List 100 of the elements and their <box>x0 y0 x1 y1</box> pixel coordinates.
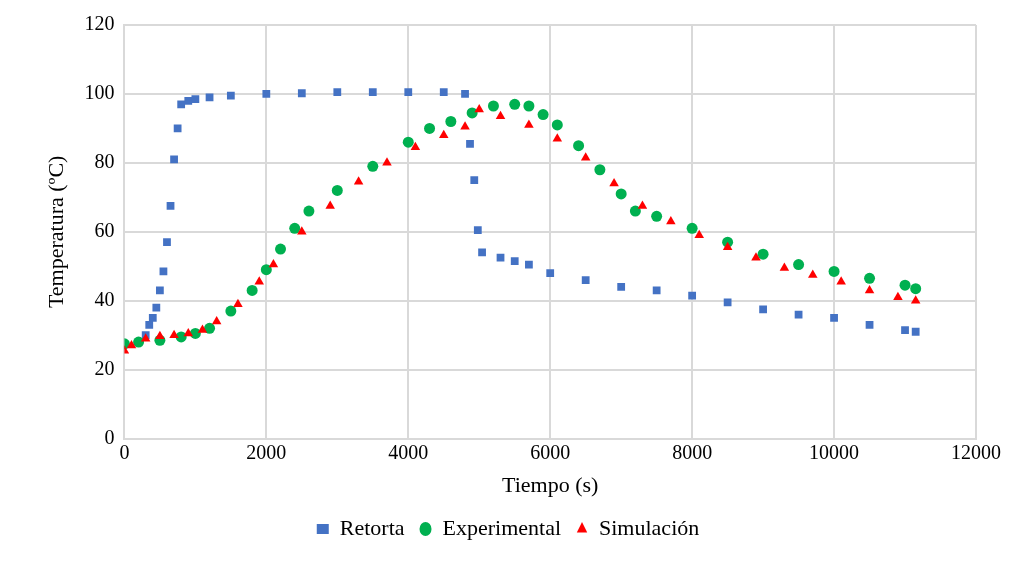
point <box>333 88 342 97</box>
point <box>152 303 161 312</box>
point <box>836 276 846 285</box>
point <box>523 100 535 112</box>
x-tick-label: 6000 <box>530 440 571 463</box>
point <box>260 264 272 276</box>
point <box>525 260 533 269</box>
point <box>666 215 676 225</box>
x-tick-label: 8000 <box>672 440 713 463</box>
point <box>830 314 838 322</box>
point <box>651 210 663 222</box>
point <box>204 322 216 334</box>
y-tick-label: 80 <box>94 150 115 173</box>
point <box>331 184 343 196</box>
point <box>183 327 194 337</box>
point <box>911 327 920 336</box>
point <box>368 88 377 97</box>
point <box>546 269 555 278</box>
y-tick-label: 40 <box>94 287 115 310</box>
point <box>205 93 214 102</box>
point <box>439 88 448 97</box>
point <box>145 320 154 329</box>
point <box>686 222 698 234</box>
point <box>246 284 258 296</box>
point <box>808 269 818 278</box>
point <box>155 286 164 295</box>
y-tick-label: 20 <box>94 356 115 379</box>
x-tick-label: 4000 <box>388 440 429 463</box>
point <box>828 265 840 277</box>
point <box>901 326 909 334</box>
x-axis-title: Tiempo (s) <box>502 471 599 497</box>
point <box>495 110 506 120</box>
point <box>779 262 790 271</box>
point <box>723 298 732 307</box>
point <box>460 121 470 130</box>
point <box>580 152 591 161</box>
point <box>148 314 157 322</box>
y-tick-label: 0 <box>104 425 115 448</box>
point <box>509 98 521 110</box>
legend-label: Experimental <box>442 514 562 540</box>
point <box>367 160 379 172</box>
point <box>487 100 499 112</box>
point <box>474 103 484 113</box>
x-tick-label: 0 <box>119 440 130 463</box>
point <box>609 178 619 187</box>
point <box>573 140 585 152</box>
point <box>289 222 301 234</box>
legend-label: Retorta <box>339 514 405 540</box>
point <box>910 295 921 304</box>
point <box>402 136 414 148</box>
point <box>170 155 178 164</box>
point <box>461 90 469 98</box>
point <box>297 226 307 235</box>
point <box>694 229 704 238</box>
point <box>722 241 733 251</box>
point <box>254 276 264 285</box>
point <box>445 116 457 128</box>
point <box>759 305 767 314</box>
y-tick-label: 100 <box>84 81 115 104</box>
point <box>510 257 519 265</box>
point <box>473 226 482 234</box>
point <box>325 200 335 209</box>
point <box>211 315 222 325</box>
point <box>524 119 534 128</box>
point <box>133 336 145 348</box>
point <box>466 107 478 119</box>
point <box>382 157 392 166</box>
x-tick-label: 2000 <box>246 440 287 463</box>
point <box>275 243 287 255</box>
point <box>864 284 875 294</box>
point <box>581 276 590 284</box>
x-tick-label: 10000 <box>809 440 860 463</box>
point <box>893 291 903 301</box>
point <box>166 202 175 210</box>
point <box>496 253 505 262</box>
point <box>233 298 243 307</box>
y-tick-label: 120 <box>84 12 115 35</box>
point <box>225 305 237 317</box>
point <box>155 330 165 339</box>
point <box>268 259 279 268</box>
point <box>615 188 627 200</box>
point <box>899 279 911 291</box>
point <box>126 340 137 349</box>
point <box>594 164 606 176</box>
point <box>688 291 697 300</box>
point <box>617 283 626 291</box>
point <box>537 109 549 121</box>
point <box>353 176 364 185</box>
point <box>438 129 449 139</box>
point <box>652 286 661 295</box>
point <box>191 95 200 103</box>
point <box>864 272 876 284</box>
point <box>297 89 306 98</box>
point <box>262 90 271 98</box>
x-tick-label: 12000 <box>951 440 1001 463</box>
point <box>177 100 186 109</box>
point <box>757 248 769 260</box>
point <box>629 205 641 217</box>
point <box>470 176 479 184</box>
legend-label: Simulación <box>599 514 700 540</box>
